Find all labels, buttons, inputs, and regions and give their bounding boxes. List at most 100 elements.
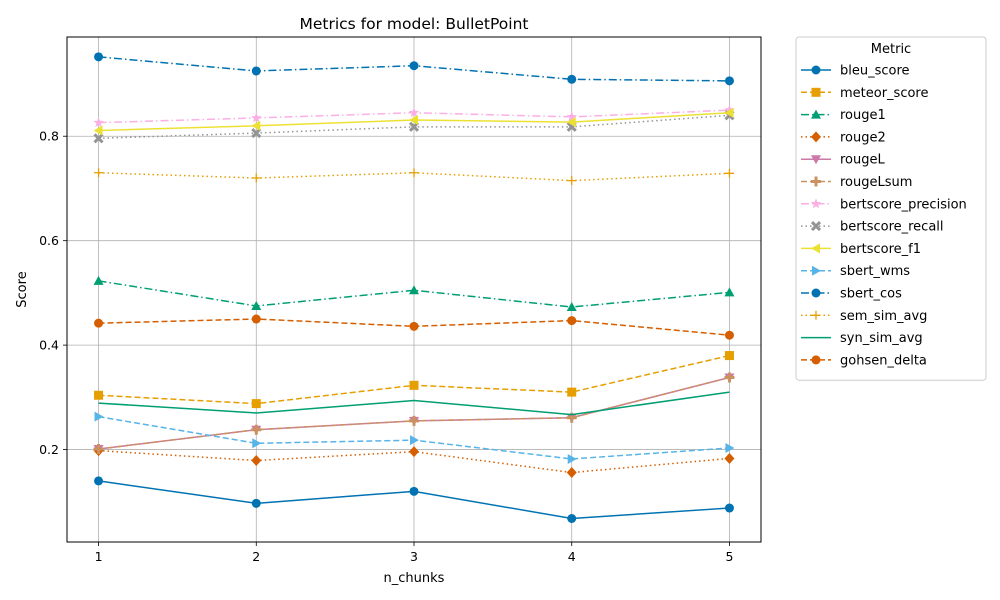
legend-marker <box>811 310 821 320</box>
legend-marker <box>811 87 821 97</box>
data-point <box>409 380 419 390</box>
legend-marker <box>811 176 821 187</box>
data-point <box>93 125 103 136</box>
data-point <box>251 173 261 183</box>
legend-marker <box>810 198 822 209</box>
y-tick-label: 0.6 <box>39 233 59 248</box>
legend-label: sbert_cos <box>840 287 902 302</box>
legend-label: rouge2 <box>840 130 886 145</box>
x-tick-label: 2 <box>252 549 260 564</box>
data-point <box>252 438 262 449</box>
y-tick-label: 0.8 <box>39 129 59 144</box>
legend-label: bertscore_recall <box>840 220 944 235</box>
x-axis-title: n_chunks <box>384 571 445 586</box>
data-point <box>409 285 419 295</box>
legend-marker <box>811 155 821 165</box>
data-point <box>724 107 734 118</box>
data-point <box>409 61 419 71</box>
data-point <box>94 52 104 62</box>
series-rouge1 <box>93 275 735 311</box>
data-point <box>724 330 734 340</box>
data-point <box>93 117 104 128</box>
data-point <box>94 476 104 486</box>
legend-marker <box>811 65 821 75</box>
data-point <box>251 128 262 139</box>
data-point <box>408 107 420 118</box>
legend-label: rouge1 <box>840 108 886 123</box>
legend-item: rouge2 <box>801 130 886 145</box>
data-point <box>94 318 104 328</box>
data-point <box>251 424 262 435</box>
legend-label: gohsen_delta <box>840 353 927 368</box>
legend-marker <box>811 243 820 254</box>
data-point <box>567 74 577 84</box>
legend-marker <box>812 265 821 276</box>
y-axis-title: Score <box>15 271 30 307</box>
legend-marker <box>811 288 821 298</box>
legend-label: rougeL <box>840 153 886 168</box>
data-point <box>566 117 576 128</box>
data-point <box>410 435 419 446</box>
data-point <box>251 300 262 310</box>
data-point <box>409 415 419 426</box>
legend-marker <box>811 131 821 143</box>
data-point <box>251 498 261 508</box>
legend-item: rougeL <box>801 153 886 168</box>
x-axis: 1 2 3 4 5 <box>95 542 733 564</box>
data-point <box>251 112 262 123</box>
data-point <box>724 76 734 86</box>
data-point <box>724 287 735 297</box>
data-point <box>93 444 104 455</box>
legend-item: bleu_score <box>801 64 910 79</box>
legend-marker <box>810 221 822 232</box>
legend: Metric bleu_score meteor_score rouge1 rouge… <box>795 36 987 381</box>
x-tick-label: 1 <box>95 549 103 564</box>
legend-label: bertscore_precision <box>840 197 967 212</box>
legend-label: sbert_wms <box>840 264 910 279</box>
legend-box <box>795 36 987 381</box>
legend-marker <box>811 355 821 365</box>
legend-label: bertscore_f1 <box>840 242 921 257</box>
data-point <box>567 176 577 186</box>
data-point <box>94 390 104 400</box>
data-point <box>251 314 261 324</box>
legend-label: syn_sim_avg <box>840 331 923 346</box>
series-bleu_score <box>94 476 734 523</box>
x-tick-label: 3 <box>410 549 418 564</box>
data-point <box>251 120 261 131</box>
legend-label: meteor_score <box>840 86 929 101</box>
legend-item: meteor_score <box>801 86 929 101</box>
data-point <box>724 168 734 178</box>
series-layer <box>93 52 735 523</box>
series-bertscore_precision <box>93 104 735 128</box>
data-point <box>94 168 104 178</box>
data-point <box>409 446 419 458</box>
legend-label: rougeLsum <box>840 175 912 190</box>
legend-item: sbert_wms <box>801 264 910 279</box>
legend-item: bertscore_precision <box>801 197 967 212</box>
legend-item: sbert_cos <box>801 287 902 302</box>
series-sbert_cos <box>94 52 734 86</box>
legend-title: Metric <box>871 42 911 57</box>
series-syn_sim_avg <box>98 391 730 416</box>
series-sbert_wms <box>94 411 735 464</box>
series-line-syn_sim_avg <box>98 391 730 416</box>
data-point <box>567 513 577 523</box>
data-point <box>566 301 577 311</box>
data-point <box>567 453 577 464</box>
legend-label: bleu_score <box>840 64 910 79</box>
chart-title: Metrics for model: BulletPoint <box>299 15 528 33</box>
data-point <box>93 133 104 144</box>
data-point <box>566 111 577 122</box>
legend-item: sem_sim_avg <box>801 309 927 324</box>
data-point <box>251 66 261 76</box>
data-point <box>94 411 104 422</box>
series-sem_sim_avg <box>94 168 734 186</box>
series-line-rouge1 <box>98 280 730 308</box>
legend-item: bertscore_recall <box>801 220 944 235</box>
data-point <box>724 452 735 464</box>
data-point <box>251 455 262 467</box>
y-tick-label: 0.4 <box>39 338 59 353</box>
data-point <box>409 321 419 331</box>
